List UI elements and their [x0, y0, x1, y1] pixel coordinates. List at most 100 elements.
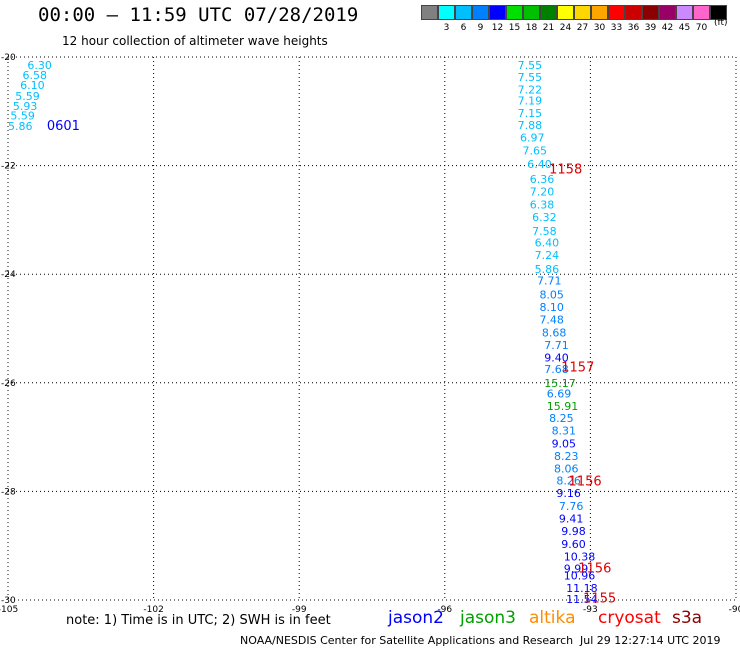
wave-height-label: 6.30 — [27, 59, 52, 72]
pass-time-label: 1155 — [583, 591, 616, 606]
wave-height-label: 8.23 — [554, 450, 579, 463]
wave-height-label: 7.55 — [518, 59, 543, 72]
legend-swatch — [625, 5, 642, 20]
legend-swatch — [540, 5, 557, 20]
wave-height-label: 6.32 — [532, 211, 557, 224]
wave-height-label: 5.93 — [13, 100, 38, 113]
wave-height-label: 7.48 — [539, 313, 564, 326]
y-tick-label: -22 — [1, 162, 16, 172]
wave-height-label: 5.86 — [8, 120, 33, 133]
y-tick-label: -26 — [1, 379, 16, 389]
satellite-label-s3a: s3a — [672, 608, 703, 628]
legend-unit: (ft) — [714, 18, 728, 28]
legend-swatch-label: 24 — [559, 23, 572, 33]
legend-swatch — [438, 5, 455, 20]
wave-height-label: 6.40 — [527, 158, 552, 171]
wave-height-label: 9.16 — [556, 487, 581, 500]
wave-height-label: 7.20 — [530, 186, 555, 199]
wave-height-label: 11.54 — [566, 593, 598, 606]
wave-height-label: 9.40 — [544, 351, 569, 364]
legend-swatch-label: 36 — [627, 23, 640, 33]
wave-height-label: 8.05 — [539, 288, 564, 301]
satellite-label-jason2: jason2 — [388, 608, 444, 628]
x-tick-label: -105 — [0, 605, 18, 615]
generated-timestamp: Jul 29 12:27:14 UTC 2019 — [580, 634, 721, 647]
satellite-label-altika: altika — [529, 608, 576, 628]
wave-height-label: 7.71 — [544, 339, 569, 352]
chart-title: 00:00 – 11:59 UTC 07/28/2019 — [38, 4, 359, 26]
legend-swatch-label: 21 — [542, 23, 555, 33]
wave-height-label: 8.25 — [549, 412, 574, 425]
legend-swatch — [506, 5, 523, 20]
y-tick-label: -24 — [1, 270, 16, 280]
wave-height-label: 8.26 — [556, 475, 581, 488]
wave-height-label: 7.15 — [518, 107, 543, 120]
legend-swatch-label: 3 — [443, 23, 450, 33]
wave-height-label: 7.55 — [518, 71, 543, 84]
legend-swatch-label: 39 — [644, 23, 657, 33]
y-tick-label: -30 — [1, 596, 16, 606]
pass-time-label: 1156 — [569, 475, 602, 490]
y-tick-label: -28 — [1, 487, 16, 497]
legend-swatch — [676, 5, 693, 20]
wave-height-label: 9.60 — [561, 538, 586, 551]
legend-swatch — [489, 5, 506, 20]
legend-swatch — [421, 5, 438, 20]
legend-swatch — [591, 5, 608, 20]
pass-time-label: 1158 — [549, 162, 582, 177]
legend-swatch — [608, 5, 625, 20]
legend-swatch-label: 12 — [491, 23, 504, 33]
wave-height-label: 7.58 — [532, 225, 557, 238]
wave-height-label: 7.71 — [537, 275, 562, 288]
wave-height-label: 6.36 — [530, 173, 555, 186]
wave-height-label: 6.97 — [520, 131, 545, 144]
wave-height-label: 7.24 — [535, 249, 560, 262]
wave-height-label: 6.58 — [23, 69, 47, 82]
x-tick-label: -96 — [437, 605, 452, 615]
wave-height-label: 5.86 — [535, 263, 560, 276]
wave-height-label: 5.59 — [15, 90, 40, 103]
legend-swatch — [472, 5, 489, 20]
legend-swatch-label: 42 — [661, 23, 674, 33]
wave-height-label: 9.99 — [564, 563, 589, 576]
x-tick-label: -102 — [143, 605, 163, 615]
x-tick-label: -99 — [292, 605, 307, 615]
legend-swatch — [659, 5, 676, 20]
wave-height-label: 9.98 — [561, 525, 586, 538]
legend-swatch-label: 33 — [610, 23, 623, 33]
satellite-label-jason3: jason3 — [460, 608, 516, 628]
wave-height-label: 10.38 — [564, 551, 596, 564]
wave-height-label: 8.06 — [554, 463, 579, 476]
wave-height-label: 7.68 — [544, 363, 569, 376]
wave-height-label: 15.91 — [547, 400, 579, 413]
legend-swatch-label: 30 — [593, 23, 606, 33]
legend-swatch — [693, 5, 710, 20]
legend-swatch — [557, 5, 574, 20]
wave-height-label: 11.18 — [566, 582, 598, 595]
pass-time-label: 1156 — [578, 561, 611, 576]
legend-swatch-label: 18 — [525, 23, 538, 33]
wave-height-label: 8.10 — [539, 301, 564, 314]
legend-swatch — [710, 5, 727, 20]
x-tick-label: -93 — [583, 605, 598, 615]
x-tick-label: -90 — [729, 605, 740, 615]
wave-height-label: 9.41 — [559, 513, 584, 526]
plot-frame — [7, 56, 737, 601]
wave-height-label: 8.68 — [542, 326, 567, 339]
wave-height-label: 7.19 — [518, 94, 543, 107]
legend-swatch-label: 45 — [678, 23, 691, 33]
wave-height-label: 6.10 — [20, 79, 44, 92]
wave-height-label: 10.96 — [564, 570, 596, 583]
credit-text: NOAA/NESDIS Center for Satellite Applica… — [240, 634, 574, 647]
wave-height-label: 7.76 — [559, 500, 584, 513]
wave-height-label: 15.17 — [544, 377, 576, 390]
chart-subtitle: 12 hour collection of altimeter wave hei… — [62, 34, 328, 48]
wave-height-label: 7.65 — [522, 144, 547, 157]
wave-height-label: 6.40 — [535, 237, 560, 250]
wave-height-label: 7.88 — [518, 119, 543, 132]
legend-swatch — [642, 5, 659, 20]
wave-height-label: 6.38 — [530, 199, 555, 212]
legend-swatch-label: 6 — [460, 23, 467, 33]
legend-swatch — [523, 5, 540, 20]
